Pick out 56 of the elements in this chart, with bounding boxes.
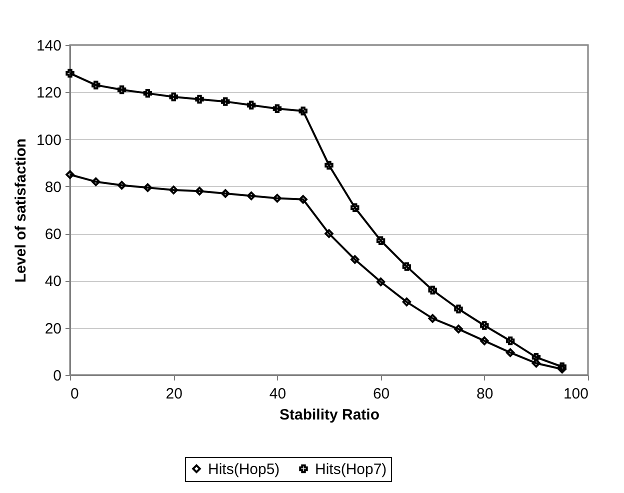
y-tick-label: 40	[44, 273, 62, 290]
y-tick-label: 0	[53, 368, 62, 384]
point	[428, 286, 437, 294]
legend-label: Hits(Hop7)	[315, 460, 387, 478]
y-tick-label: 60	[44, 226, 62, 244]
y-axis-title: Level of satisfaction	[12, 138, 30, 283]
point	[66, 68, 74, 78]
point	[143, 183, 152, 192]
point	[272, 194, 282, 203]
y-tick-label: 100	[36, 132, 62, 149]
point	[272, 104, 282, 113]
point	[324, 229, 334, 238]
point	[350, 255, 360, 264]
x-tick-label: 60	[372, 386, 390, 402]
y-tick-label: 120	[36, 84, 62, 102]
point	[92, 177, 100, 186]
y-tick-label: 140	[36, 38, 62, 54]
legend-label: Hits(Hop5)	[208, 460, 280, 478]
x-tick-label: 100	[563, 386, 588, 402]
point	[480, 321, 489, 330]
point	[558, 362, 566, 372]
point	[221, 189, 230, 198]
point	[402, 298, 412, 306]
point	[66, 170, 74, 179]
point	[324, 160, 334, 170]
point	[376, 278, 386, 286]
y-tick-label: 80	[44, 178, 62, 196]
point	[92, 80, 100, 90]
point	[298, 195, 308, 204]
x-tick-label: 40	[269, 386, 286, 402]
point	[143, 88, 152, 98]
point	[195, 186, 204, 196]
point	[376, 236, 386, 245]
point	[480, 336, 489, 346]
x-axis-title: Stability Ratio	[279, 406, 380, 424]
point	[454, 324, 463, 334]
point	[195, 94, 204, 104]
x-tick-label: 80	[476, 386, 494, 402]
point	[221, 97, 230, 106]
point	[298, 106, 308, 116]
x-tick-label: 20	[166, 386, 182, 402]
point	[532, 352, 541, 362]
x-tick-label: 0	[70, 386, 79, 402]
point	[169, 92, 178, 102]
point	[350, 203, 360, 212]
point	[246, 192, 256, 200]
point	[454, 304, 463, 314]
point	[117, 85, 126, 94]
point	[117, 180, 126, 190]
point	[402, 262, 412, 271]
point	[506, 336, 515, 346]
point	[506, 348, 515, 357]
point	[246, 100, 256, 110]
y-tick-label: 20	[44, 320, 62, 338]
point	[428, 314, 437, 323]
point	[169, 186, 178, 194]
